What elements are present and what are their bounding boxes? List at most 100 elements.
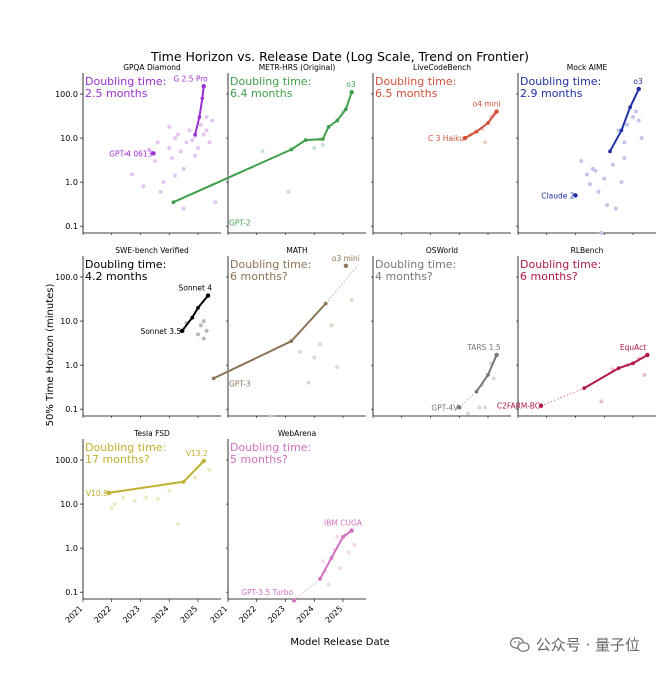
data-point — [596, 189, 601, 194]
doubling-time-value: 4.2 months — [85, 270, 148, 283]
watermark: 公众号 · 量子位 — [509, 634, 640, 655]
panel-5: MATH o3 mini GPT-3 Doubling time:6 months? — [211, 246, 366, 418]
frontier-point — [326, 125, 331, 129]
data-point — [167, 488, 172, 493]
frontier-point — [323, 301, 328, 306]
labeled-point — [538, 403, 544, 408]
data-point — [579, 159, 584, 164]
data-point — [335, 365, 340, 370]
data-point — [210, 118, 215, 123]
point-annotation: GPT-4 0613 — [109, 149, 152, 158]
y-tick-label: 10.0 — [60, 500, 78, 509]
data-point — [260, 149, 265, 154]
doubling-time-label: Doubling time: — [375, 258, 456, 271]
data-point — [335, 534, 340, 539]
data-point — [173, 136, 177, 141]
data-point — [349, 298, 354, 303]
frontier-point — [335, 118, 340, 123]
panel-0: GPQA Diamond 0.1 1.0 10.0 100.0 G 2.5 Pro GPT-… — [55, 63, 221, 235]
frontier-point — [616, 366, 621, 371]
doubling-time-value: 4 months? — [375, 270, 433, 283]
data-point — [170, 156, 175, 161]
frontier-point — [321, 137, 325, 141]
panels: GPQA Diamond 0.1 1.0 10.0 100.0 G 2.5 Pro GPT-… — [55, 63, 656, 625]
data-point — [619, 180, 624, 185]
data-point — [616, 128, 621, 133]
data-point — [167, 145, 172, 150]
point-annotation: EquAct — [620, 343, 646, 352]
doubling-time-label: Doubling time: — [230, 75, 311, 88]
data-point — [187, 128, 192, 133]
frontier-point — [341, 535, 345, 539]
frontier-point — [318, 577, 322, 581]
frontier-point — [197, 115, 202, 119]
point-annotation: GPT-3 — [229, 380, 251, 389]
frontier-point — [303, 138, 308, 142]
data-point — [297, 349, 302, 354]
data-point — [312, 145, 317, 150]
point-annotation: GPT-3.5 Turbo — [241, 588, 293, 597]
data-point — [326, 582, 331, 587]
labeled-point — [343, 263, 349, 268]
point-annotation: o3 — [633, 77, 643, 86]
y-tick-label: 10.0 — [60, 134, 78, 143]
labeled-point — [573, 193, 578, 198]
data-point — [144, 495, 149, 500]
data-point — [602, 176, 607, 181]
frontier-point — [344, 107, 348, 112]
frontier-point — [181, 480, 186, 484]
labeled-point — [349, 528, 354, 533]
y-tick-label: 100.0 — [55, 90, 78, 99]
data-point — [204, 328, 209, 333]
labeled-point — [106, 490, 112, 496]
data-point — [286, 189, 291, 194]
data-point — [312, 355, 317, 360]
data-point — [613, 206, 618, 211]
data-point — [269, 414, 274, 418]
data-point — [587, 182, 592, 187]
panel-2: LiveCodeBench o4 mini C 3 Haiku Doubling ti… — [371, 63, 511, 235]
x-tick-label: 2023 — [121, 604, 142, 625]
frontier-point — [171, 200, 176, 205]
panel-title: Mock AIME — [567, 63, 608, 72]
x-axis-label: Model Release Date — [290, 637, 389, 648]
y-tick-label: 1.0 — [65, 178, 78, 187]
frontier-trend-line — [609, 88, 640, 152]
data-point — [198, 122, 203, 127]
labeled-point — [645, 352, 650, 358]
trend-extension-line — [459, 391, 477, 408]
x-tick-label: 2025 — [324, 604, 345, 625]
trend-extension-line — [325, 265, 358, 304]
y-tick-label: 0.1 — [65, 588, 78, 597]
data-point — [329, 323, 334, 328]
data-point — [642, 372, 647, 377]
frontier-trend-line — [194, 86, 205, 135]
panel-9: WebArena 2021 2022 2023 2024 2025 IBM CUGA GPT-… — [209, 429, 366, 625]
data-point — [193, 475, 198, 480]
x-tick-label: 2022 — [92, 604, 113, 625]
data-point — [132, 498, 137, 503]
frontier-point — [619, 128, 624, 133]
frontier-point — [196, 306, 200, 310]
data-point — [190, 138, 195, 143]
point-annotation: TARS 1.5 — [466, 343, 501, 352]
data-point — [158, 189, 163, 194]
doubling-time-value: 6 months? — [230, 270, 288, 283]
panel-title: LiveCodeBench — [413, 63, 471, 72]
data-point — [175, 132, 180, 137]
panel-8: Tesla FSD 0.1 1.0 10.0 100.0 2021 2022 2023 2024… — [55, 429, 221, 625]
data-point — [196, 332, 200, 337]
point-annotation: C 3 Haiku — [428, 134, 464, 143]
data-point — [181, 166, 186, 171]
panel-title: SWE-bench Verified — [115, 246, 189, 255]
data-point — [201, 132, 206, 137]
x-tick-label: 2024 — [295, 604, 316, 625]
x-tick-label: 2025 — [179, 604, 200, 625]
frontier-point — [486, 373, 490, 377]
frontier-trend-line — [475, 354, 498, 393]
data-point — [152, 159, 157, 164]
frontier-point — [628, 105, 632, 110]
frontier-point — [289, 147, 294, 152]
x-tick-label: 2023 — [266, 604, 287, 625]
data-point — [207, 467, 212, 472]
